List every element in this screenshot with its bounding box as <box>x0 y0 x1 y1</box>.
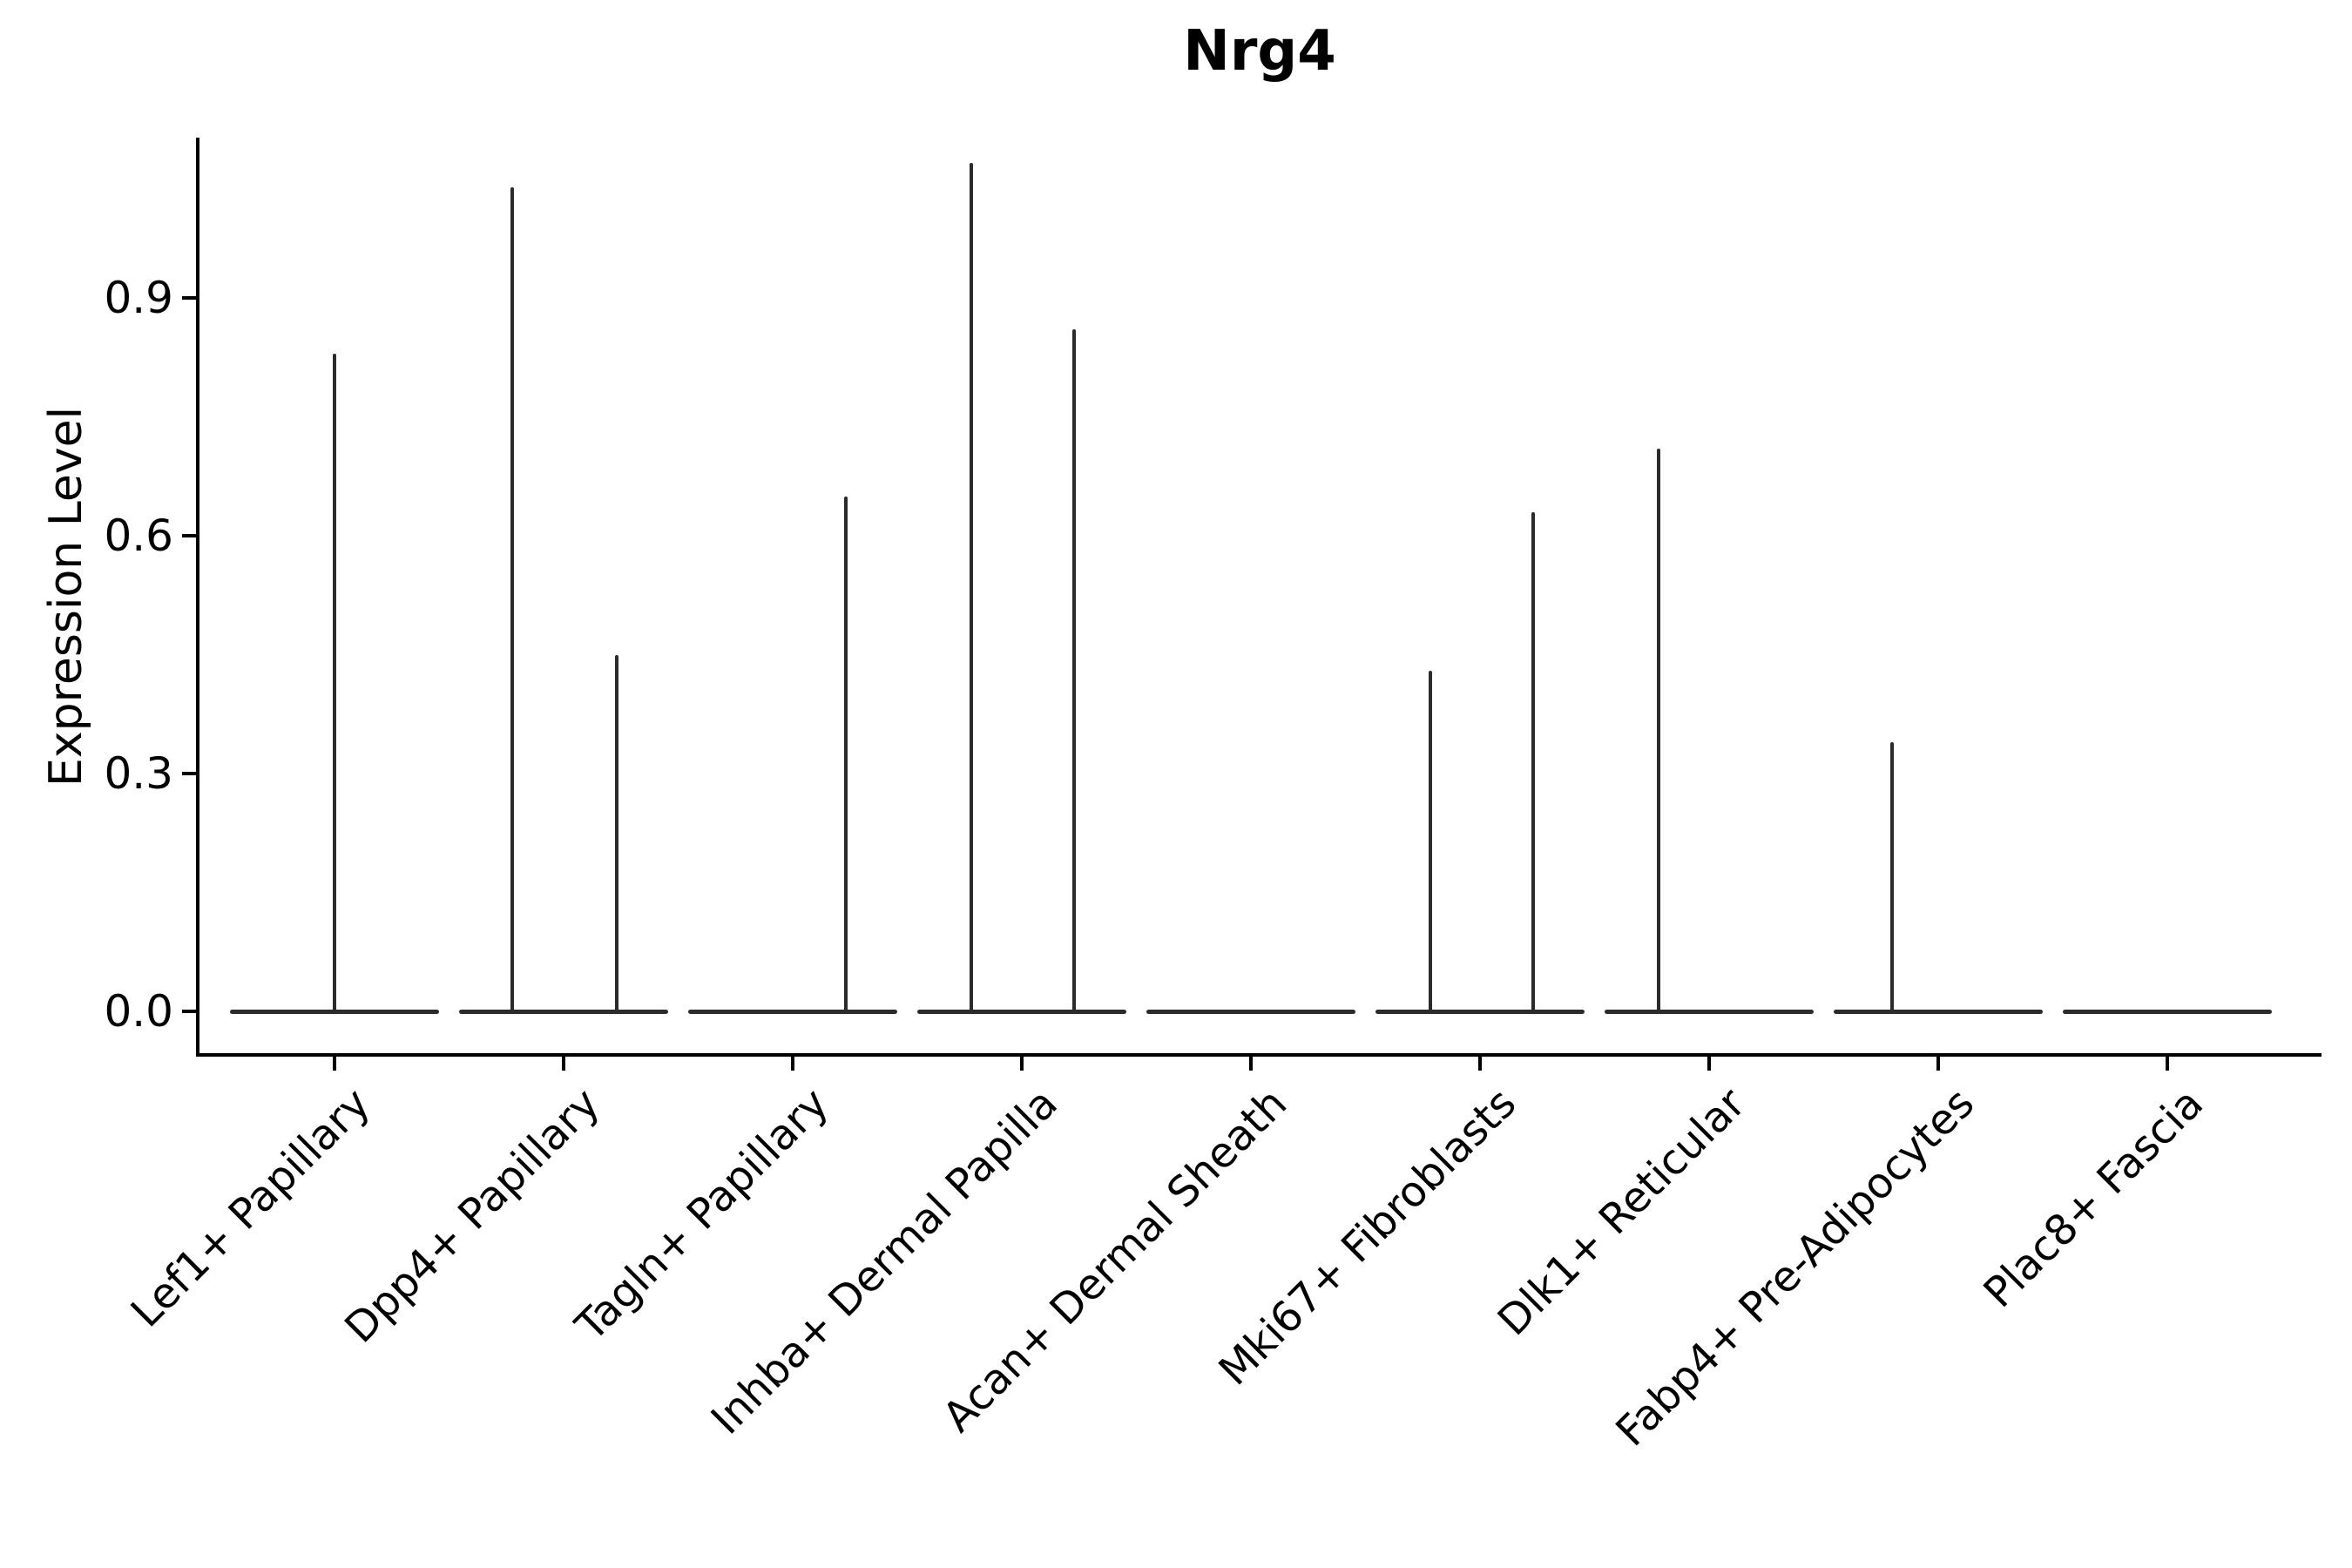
violin-spike <box>1657 448 1660 1013</box>
violin-spike <box>615 654 618 1013</box>
x-axis-label: Lef1+ Papillary <box>122 1078 381 1337</box>
y-tick-label: 0.6 <box>104 510 173 561</box>
violin-zero-line <box>1834 1009 2043 1014</box>
violin-zero-line <box>688 1009 897 1014</box>
x-axis-label: Tagln+ Papillary <box>566 1078 839 1351</box>
violin-zero-line <box>1146 1009 1355 1014</box>
y-tick-label: 0.9 <box>104 273 173 323</box>
y-axis-line <box>196 138 199 1057</box>
y-tick-mark <box>182 772 196 775</box>
x-axis-label: Plac8+ Fascia <box>1974 1078 2213 1318</box>
x-tick-mark <box>1707 1056 1711 1071</box>
x-tick-mark <box>2166 1056 2169 1071</box>
x-tick-mark <box>562 1056 565 1071</box>
x-axis-line <box>196 1053 2322 1057</box>
y-tick-mark <box>182 1010 196 1013</box>
violin-spike <box>333 353 336 1013</box>
violin-spike <box>510 186 514 1013</box>
x-tick-mark <box>1020 1056 1024 1071</box>
violin-spike <box>844 496 848 1013</box>
violin-spike <box>1890 741 1894 1013</box>
x-tick-mark <box>1249 1056 1253 1071</box>
y-tick-mark <box>182 296 196 300</box>
chart-title: Nrg4 <box>1183 19 1336 84</box>
y-axis-label: Expression Level <box>40 406 92 787</box>
x-tick-mark <box>1936 1056 1940 1071</box>
x-axis-label: Dlk1+ Reticular <box>1488 1078 1755 1346</box>
violin-zero-line <box>1375 1009 1585 1014</box>
violin-spike <box>970 163 973 1013</box>
violin-spike <box>1072 329 1076 1013</box>
violin-spike <box>1531 511 1535 1013</box>
y-tick-label: 0.0 <box>104 986 173 1037</box>
y-tick-mark <box>182 534 196 537</box>
violin-zero-line <box>2063 1009 2272 1014</box>
x-tick-mark <box>791 1056 794 1071</box>
violin-spike <box>1429 670 1432 1013</box>
x-tick-mark <box>1478 1056 1482 1071</box>
x-tick-mark <box>333 1056 336 1071</box>
x-axis-label: Dpp4+ Papillary <box>335 1078 610 1353</box>
violin-zero-line <box>917 1009 1126 1014</box>
y-tick-label: 0.3 <box>104 748 173 799</box>
violin-zero-line <box>1605 1009 1814 1014</box>
violin-zero-line <box>459 1009 668 1014</box>
